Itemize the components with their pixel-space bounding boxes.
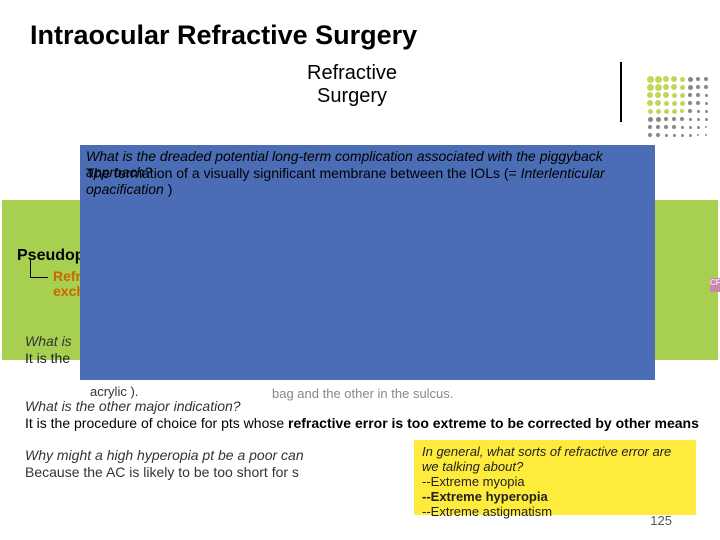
extreme-myopia-line: --Extreme myopia (422, 474, 688, 489)
acrylic-text-fragment: acrylic ). (90, 384, 138, 399)
question-3: Why might a high hyperopia pt be a poor … (25, 447, 304, 463)
answer-text-pre: The formation of a visually significant … (86, 165, 521, 181)
page-number: 125 (650, 513, 672, 528)
bag-sulcus-text-fragment: bag and the other in the sulcus. (272, 386, 453, 401)
tree-connector-line (620, 62, 622, 122)
question-2: What is the other major indication? (25, 398, 241, 414)
tree-branch-connector (30, 260, 48, 278)
refractive-error-question: In general, what sorts of refractive err… (422, 444, 688, 474)
answer-1: It is the (25, 350, 70, 366)
answer-2-pre: It is the procedure of choice for pts wh… (25, 415, 288, 431)
answer-text-post: ) (164, 181, 173, 197)
extreme-astigmatism-line: --Extreme astigmatism (422, 504, 688, 519)
corner-dots-decoration (646, 75, 710, 139)
answer-2: It is the procedure of choice for pts wh… (25, 415, 699, 431)
answer-2-bold: refractive error is too extreme to be co… (288, 415, 699, 431)
pseudophakic-label: Pseudop (17, 247, 85, 265)
question-1: What is (25, 333, 72, 349)
slide-title: Intraocular Refractive Surgery (30, 20, 417, 51)
cf-marker: CF (710, 278, 720, 292)
refractive-error-callout: In general, what sorts of refractive err… (414, 440, 696, 515)
complication-answer: The formation of a visually significant … (86, 165, 654, 197)
subtitle: Refractive Surgery (307, 62, 397, 108)
extreme-hyperopia-line: --Extreme hyperopia (422, 489, 688, 504)
answer-3: Because the AC is likely to be too short… (25, 464, 299, 480)
